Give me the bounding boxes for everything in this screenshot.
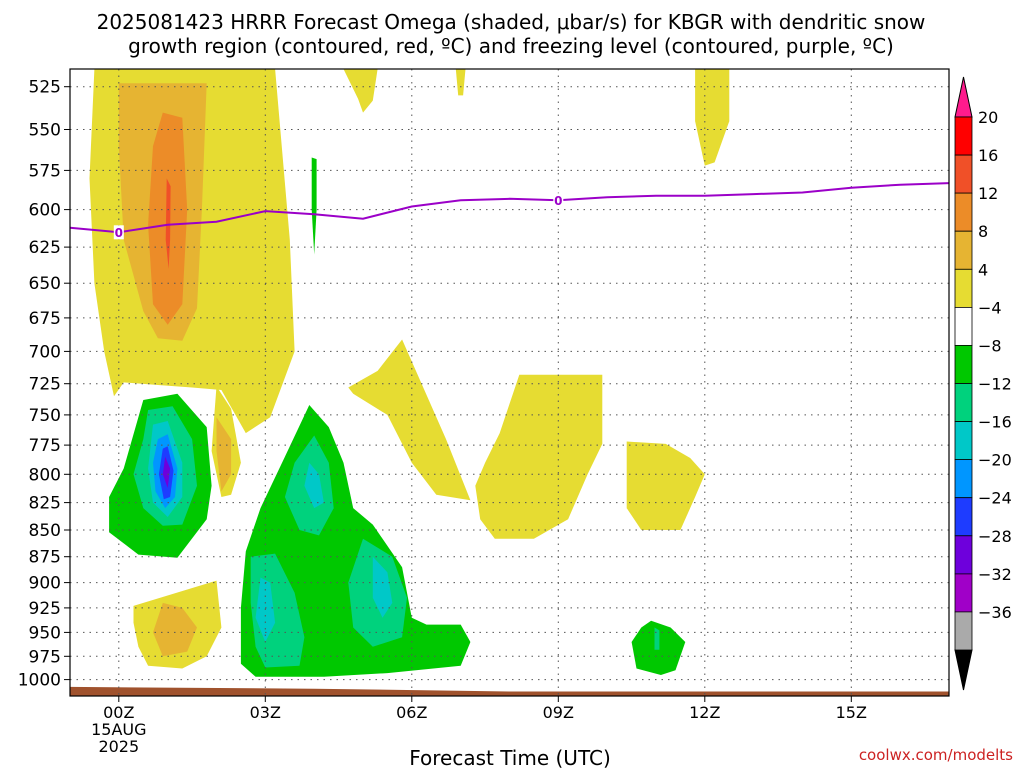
grid-lines [70,69,949,696]
colorbar: 20 16 12 8 4 −4 −8 −12 −16 −20 −24 −28 −32 −36 [954,76,1012,691]
colorbar-label-1: 16 [978,146,998,165]
x-tick-label-12: 12Z [689,703,720,722]
x-tick-label-6: 06Z [396,703,427,722]
omega-region-10 [216,417,232,492]
omega-region-1 [348,339,471,501]
x-tick-label-9: 09Z [543,703,574,722]
y-tick-label-800: 800 [29,465,61,485]
freezing-label-bg-0 [113,225,124,240]
plot-frame [69,68,950,697]
y-tick-label-750: 750 [29,406,61,426]
plot-area: 00 [69,68,950,697]
y-tick-label-825: 825 [29,494,61,514]
y-tick-label-625: 625 [29,238,61,258]
y-tick-label-525: 525 [29,78,61,98]
colorbar-swatch-4 [954,268,973,308]
freezing-level-line [69,182,950,234]
y-tick-label-725: 725 [29,375,61,395]
omega-region-29 [162,456,171,488]
omega-region-2 [475,374,603,539]
y-tick-label-550: 550 [29,121,61,141]
omega-region-17 [311,157,317,255]
omega-shading [89,69,730,677]
colorbar-label-6: −8 [978,336,1002,355]
colorbar-swatch-2 [954,192,973,232]
y-tick-label-975: 975 [29,647,61,667]
x-tick-label-0: 00Z [103,703,134,722]
colorbar-swatch-9 [954,459,973,499]
y-tick-label-875: 875 [29,548,61,568]
ground-surface [70,686,949,696]
colorbar-bottom-arrow [954,649,973,691]
x-tick-date: 15AUG [91,720,146,739]
x-tick-label-3: 03Z [250,703,281,722]
colorbar-label-8: −16 [978,413,1012,432]
colorbar-swatch-0 [954,116,973,156]
colorbar-label-3: 8 [978,222,988,241]
colorbar-label-5: −4 [978,298,1002,317]
colorbar-label-12: −32 [978,565,1012,584]
y-tick-label-950: 950 [29,623,61,643]
omega-region-24 [304,462,324,509]
freezing-label-bg-1 [553,193,564,208]
omega-region-26 [372,556,393,618]
colorbar-swatch-12 [954,573,973,613]
colorbar-top-arrow [954,76,973,118]
y-tick-label-575: 575 [29,161,61,181]
omega-region-7 [455,69,466,96]
colorbar-label-4: 4 [978,260,988,279]
colorbar-swatch-10 [954,497,973,537]
colorbar-swatch-7 [954,383,973,422]
freezing-level-label-0: 0 [115,226,123,240]
omega-region-8 [695,69,730,166]
colorbar-label-13: −36 [978,603,1012,622]
omega-region-11 [153,602,197,657]
colorbar-swatch-8 [954,421,973,461]
x-tick-year: 2025 [98,737,139,756]
y-tick-label-675: 675 [29,309,61,329]
y-axis: 525 550 575 600 625 650 675 700 725 750 775 800 825 8… [18,78,70,691]
colorbar-label-10: −24 [978,489,1012,508]
colorbar-swatch-13 [954,611,973,651]
colorbar-swatch-1 [954,154,973,194]
omega-region-3 [626,441,705,530]
y-tick-label-650: 650 [29,274,61,294]
y-tick-label-1000: 1000 [18,671,61,691]
chart-title-line1: 2025081423 HRRR Forecast Omega (shaded, … [97,10,926,34]
omega-region-13 [165,178,171,269]
y-tick-label-900: 900 [29,574,61,594]
colorbar-label-7: −12 [978,375,1012,394]
colorbar-label-11: −28 [978,527,1012,546]
freezing-level-label-1: 0 [554,194,562,208]
y-tick-label-925: 925 [29,599,61,619]
y-tick-label-850: 850 [29,521,61,541]
y-tick-label-700: 700 [29,342,61,362]
freezing-level-contour: 00 [69,182,950,240]
y-tick-label-600: 600 [29,201,61,221]
omega-region-6 [343,69,378,113]
credit-text: coolwx.com/modelts [859,746,1013,764]
chart-title-line2: growth region (contoured, red, ºC) and f… [128,34,894,58]
colorbar-label-2: 12 [978,184,998,203]
colorbar-swatch-3 [954,230,973,270]
colorbar-swatch-11 [954,535,973,575]
colorbar-label-0: 20 [978,108,998,127]
ground-layer [70,686,949,696]
x-axis-label: Forecast Time (UTC) [409,746,611,768]
omega-region-22 [654,627,660,650]
colorbar-swatch-5 [954,306,973,346]
colorbar-swatch-6 [954,344,973,384]
x-tick-label-15: 15Z [836,703,867,722]
y-tick-label-775: 775 [29,436,61,456]
colorbar-label-9: −20 [978,451,1012,470]
